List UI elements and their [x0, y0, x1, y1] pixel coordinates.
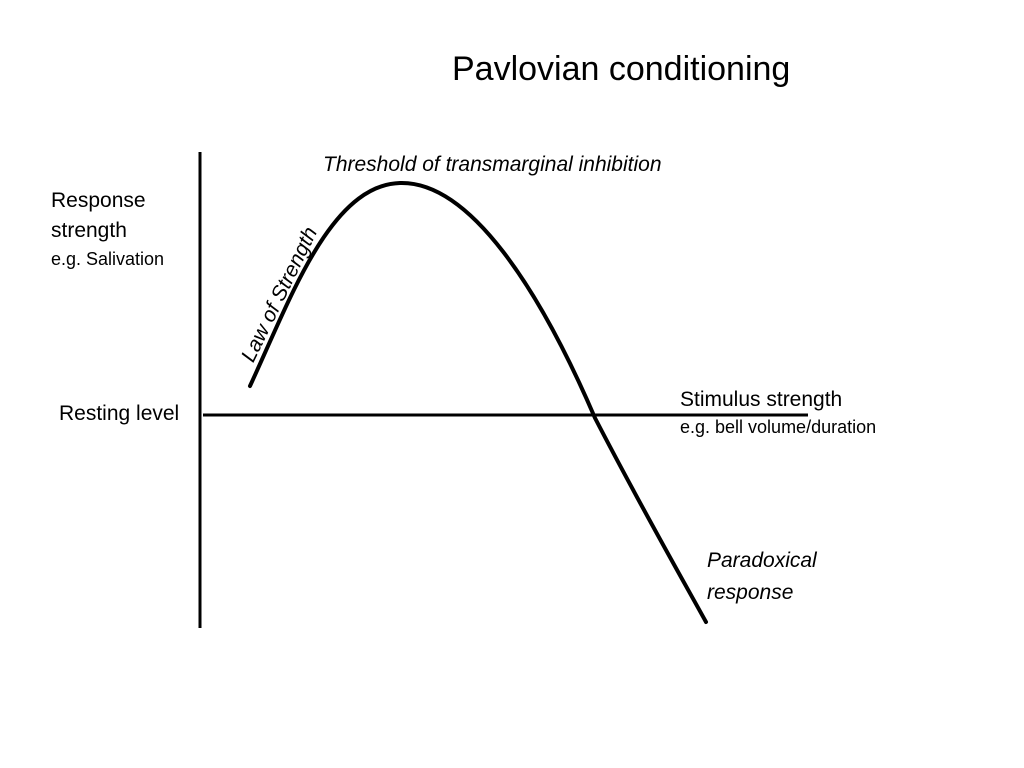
y-axis-label: Response strength e.g. Salivation	[51, 186, 164, 272]
response-curve	[248, 180, 708, 624]
x-axis-label: Stimulus strength e.g. bell volume/durat…	[680, 386, 876, 440]
y-axis-label-line2: strength	[51, 219, 127, 242]
resting-level-label: Resting level	[59, 402, 180, 425]
threshold-annotation: Threshold of transmarginal inhibition	[323, 153, 662, 176]
x-axis-label-main: Stimulus strength	[680, 388, 843, 411]
y-axis-example: e.g. Salivation	[51, 249, 165, 269]
y-axis-label-line1: Response	[51, 189, 146, 212]
paradox-line1: Paradoxical	[707, 549, 817, 572]
paradoxical-response-annotation: Paradoxical response	[707, 545, 867, 609]
paradox-line2: response	[707, 581, 794, 604]
slide-title: Pavlovian conditioning	[452, 50, 791, 88]
x-axis-example: e.g. bell volume/duration	[680, 417, 877, 437]
